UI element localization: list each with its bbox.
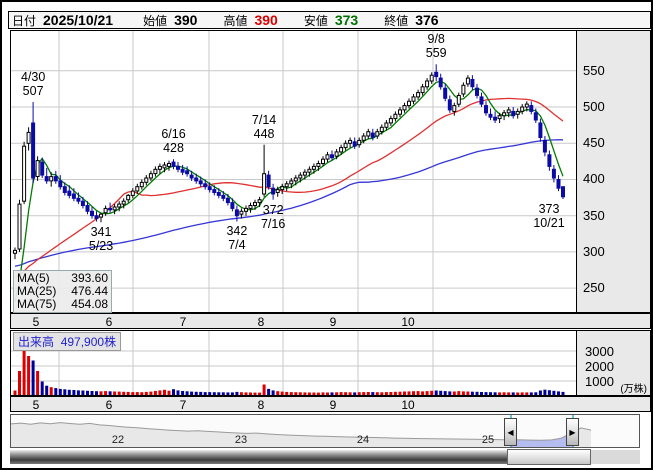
volume-svg bbox=[11, 331, 576, 395]
volume-label: 出来高 497,900株 bbox=[13, 332, 122, 351]
volume-tick: 3000 bbox=[585, 344, 614, 359]
quote-low: 安値 373 bbox=[304, 12, 358, 29]
price-axis: 550 500 450 400 350 300 250 bbox=[576, 31, 650, 312]
scrollbar-track-filled[interactable] bbox=[10, 450, 507, 464]
month-tick: 9 bbox=[329, 315, 337, 329]
month-tick: 10 bbox=[401, 315, 415, 329]
price-annotation: 7/14 448 bbox=[251, 112, 277, 141]
candlestick-plot: MA(5) 393.60 MA(25) 476.44 MA(75) 454.08… bbox=[11, 31, 576, 313]
price-tick: 500 bbox=[583, 99, 605, 115]
month-tick: 9 bbox=[329, 398, 337, 412]
ma75-row: MA(75) 454.08 bbox=[17, 298, 108, 311]
ma25-label: MA(25) bbox=[17, 284, 57, 298]
month-tick: 6 bbox=[105, 398, 113, 412]
ma75-label: MA(75) bbox=[17, 297, 57, 311]
year-tick: 23 bbox=[234, 434, 248, 446]
price-annotation: 4/30 507 bbox=[20, 69, 46, 98]
high-value: 390 bbox=[254, 11, 278, 28]
ma5-label: MA(5) bbox=[17, 271, 50, 285]
month-tick: 10 bbox=[401, 398, 415, 412]
candlestick-svg bbox=[11, 31, 576, 312]
open-value: 390 bbox=[174, 11, 198, 28]
time-scrollbar[interactable] bbox=[10, 449, 640, 465]
volume-axis-unit: (万株) bbox=[620, 384, 647, 395]
price-annotation: 341 5/23 bbox=[88, 225, 114, 254]
range-navigator[interactable]: ◀ ▶ 22 23 24 25 bbox=[10, 414, 640, 448]
ma5-value: 393.60 bbox=[71, 271, 108, 285]
price-annotation: 6/16 428 bbox=[161, 127, 186, 156]
price-tick: 550 bbox=[583, 62, 605, 78]
high-label: 高値 bbox=[223, 13, 248, 28]
month-tick: 7 bbox=[179, 398, 187, 412]
price-annotation: 372 7/16 bbox=[260, 202, 286, 231]
close-label: 終値 bbox=[384, 13, 409, 28]
date-value: 2025/10/21 bbox=[43, 11, 114, 28]
month-tick: 6 bbox=[105, 315, 113, 329]
low-value: 373 bbox=[334, 11, 359, 28]
volume-panel: 出来高 497,900株 (万株) 3000 2000 1000 bbox=[10, 330, 651, 396]
volume-tick: 1000 bbox=[585, 374, 614, 389]
left-arrow-icon: ◀ bbox=[507, 427, 514, 437]
scrollbar-thumb[interactable] bbox=[507, 449, 591, 465]
price-tick: 400 bbox=[583, 171, 605, 187]
price-tick: 350 bbox=[583, 207, 605, 223]
volume-label-value: 497,900株 bbox=[60, 335, 117, 349]
year-tick: 22 bbox=[111, 434, 125, 446]
price-chart-panel: MA(5) 393.60 MA(25) 476.44 MA(75) 454.08… bbox=[10, 30, 651, 313]
price-tick: 450 bbox=[583, 135, 605, 151]
quote-close: 終値 376 bbox=[384, 12, 438, 29]
price-annotation: 342 7/4 bbox=[226, 224, 248, 253]
low-label: 安値 bbox=[303, 13, 328, 28]
quote-high: 高値 390 bbox=[223, 12, 277, 29]
year-tick: 24 bbox=[356, 434, 370, 446]
month-tick: 7 bbox=[179, 315, 187, 329]
right-arrow-icon: ▶ bbox=[569, 427, 576, 437]
month-tick: 5 bbox=[32, 398, 40, 412]
month-axis-bottom: 5 6 7 8 9 10 bbox=[10, 396, 651, 412]
navigator-svg bbox=[11, 415, 592, 447]
ma25-value: 476.44 bbox=[71, 284, 108, 298]
volume-tick: 2000 bbox=[585, 359, 614, 374]
month-tick: 5 bbox=[32, 315, 40, 329]
price-tick: 250 bbox=[583, 280, 605, 296]
quote-header: 日付 2025/10/21 始値 390 高値 390 安値 373 終値 37… bbox=[8, 11, 651, 29]
volume-axis: (万株) 3000 2000 1000 bbox=[576, 331, 650, 395]
quote-date: 日付 2025/10/21 bbox=[12, 12, 113, 29]
price-annotation: 373 10/21 bbox=[533, 202, 565, 231]
close-value: 376 bbox=[415, 11, 439, 28]
open-label: 始値 bbox=[143, 13, 168, 28]
range-left-handle[interactable]: ◀ bbox=[504, 418, 517, 446]
month-tick: 8 bbox=[257, 398, 265, 412]
volume-label-caption: 出来高 bbox=[18, 335, 55, 349]
ma25-row: MA(25) 476.44 bbox=[17, 285, 108, 298]
volume-plot: 出来高 497,900株 bbox=[11, 331, 576, 395]
year-tick: 25 bbox=[481, 434, 495, 446]
ma-legend: MA(5) 393.60 MA(25) 476.44 MA(75) 454.08 bbox=[13, 270, 112, 313]
month-axis-top: 5 6 7 8 9 10 bbox=[10, 313, 651, 329]
date-label: 日付 bbox=[12, 13, 37, 28]
range-right-handle[interactable]: ▶ bbox=[566, 418, 579, 446]
ma5-row: MA(5) 393.60 bbox=[17, 272, 108, 285]
ma75-value: 454.08 bbox=[71, 297, 108, 311]
price-tick: 300 bbox=[583, 243, 605, 259]
price-annotation: 9/8 559 bbox=[425, 32, 447, 61]
month-tick: 8 bbox=[257, 315, 265, 329]
quote-open: 始値 390 bbox=[143, 12, 197, 29]
